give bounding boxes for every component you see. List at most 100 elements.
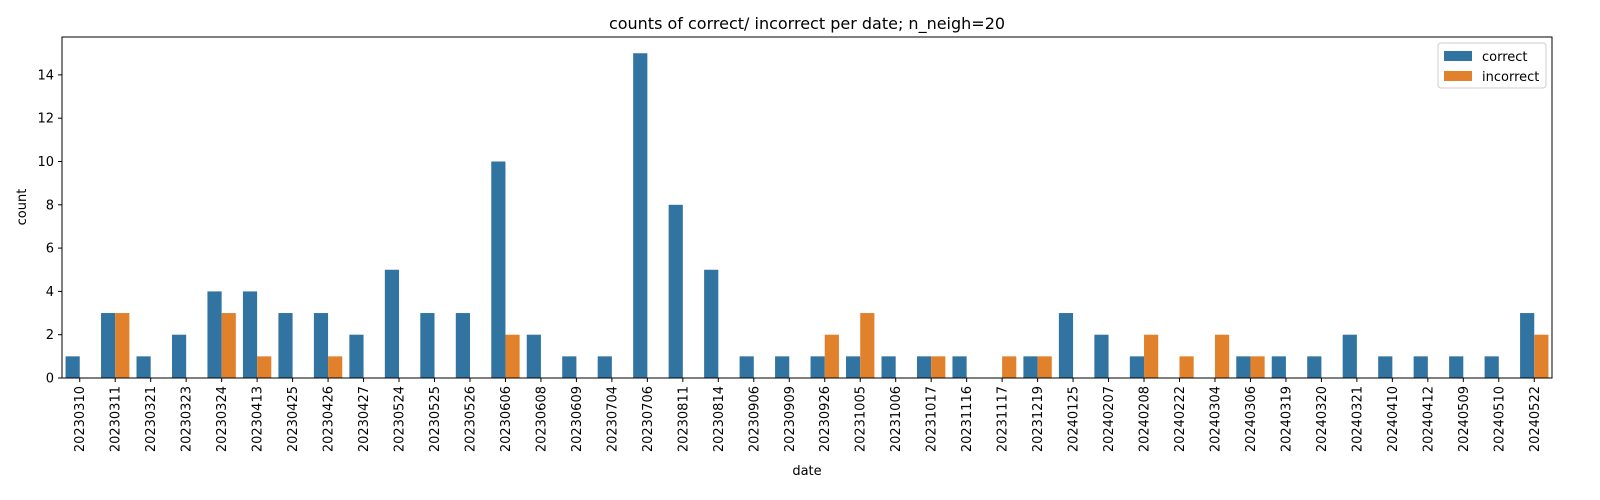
legend-label-correct: correct — [1482, 50, 1528, 65]
x-tick-label: 20230311 — [109, 386, 124, 452]
bar-correct-20240412 — [1413, 356, 1428, 378]
x-tick-label: 20240510 — [1492, 386, 1507, 452]
bar-correct-20230606 — [491, 161, 506, 378]
bar-correct-20230525 — [420, 313, 435, 378]
x-tick-label: 20230811 — [676, 386, 691, 452]
x-tick-label: 20231117 — [996, 386, 1011, 452]
x-tick-label: 20230526 — [463, 386, 478, 452]
bar-correct-20240522 — [1520, 313, 1535, 378]
x-tick-label: 20230426 — [322, 386, 337, 452]
bar-correct-20230608 — [526, 334, 541, 378]
bar-correct-20240207 — [1094, 334, 1109, 378]
bar-incorrect-20231005 — [860, 313, 875, 378]
x-tick-label: 20230909 — [783, 386, 798, 452]
bar-correct-20230811 — [668, 204, 683, 378]
bar-incorrect-20240306 — [1250, 356, 1265, 378]
bar-correct-20240208 — [1129, 356, 1145, 378]
x-tick-label: 20240125 — [1067, 386, 1082, 452]
x-tick-label: 20240321 — [1350, 386, 1365, 452]
bar-incorrect-20230311 — [115, 313, 130, 378]
bar-correct-20230413 — [242, 291, 258, 378]
legend: correct incorrect — [1437, 42, 1547, 89]
bar-correct-20230926 — [810, 356, 825, 378]
x-tick-label: 20240304 — [1208, 386, 1223, 452]
x-tick-label: 20230323 — [180, 386, 195, 452]
x-tick-label: 20230926 — [818, 386, 833, 452]
x-tick-label: 20231017 — [925, 386, 940, 452]
x-tick-label: 20240412 — [1421, 386, 1436, 452]
bar-incorrect-20230426 — [328, 356, 343, 378]
bar-incorrect-20231017 — [931, 356, 946, 378]
bar-incorrect-20230324 — [221, 313, 236, 378]
bar-correct-20240319 — [1271, 356, 1286, 378]
bar-correct-20230704 — [597, 356, 612, 378]
bar-correct-20231116 — [952, 356, 967, 378]
x-tick-label: 20240319 — [1279, 386, 1294, 452]
x-axis-label: date — [792, 464, 821, 479]
bar-incorrect-20230606 — [505, 334, 520, 378]
x-tick-label: 20231116 — [960, 386, 975, 452]
bar-correct-20230425 — [278, 313, 293, 378]
x-tick-label: 20230608 — [534, 386, 549, 452]
x-tick-label: 20240208 — [1138, 386, 1153, 452]
x-tick-label: 20230324 — [215, 386, 230, 452]
y-tick-label: 6 — [46, 242, 54, 257]
legend-swatch-correct — [1444, 51, 1472, 61]
x-tick-label: 20230704 — [605, 386, 620, 452]
y-axis-label: count — [15, 189, 30, 226]
x-tick-label: 20231005 — [854, 386, 869, 452]
x-tick-label: 20240410 — [1386, 386, 1401, 452]
x-tick-label: 20230606 — [499, 386, 514, 452]
y-tick-label: 8 — [46, 198, 54, 213]
x-tick-label: 20230524 — [393, 386, 408, 452]
bar-correct-20230427 — [349, 334, 364, 378]
legend-swatch-incorrect — [1444, 71, 1472, 81]
bar-correct-20230526 — [455, 313, 470, 378]
x-tick-label: 20230413 — [251, 386, 266, 452]
chart-title: counts of correct/ incorrect per date; n… — [609, 14, 1005, 34]
y-tick-label: 12 — [37, 112, 54, 127]
x-tick-label: 20231219 — [1031, 386, 1046, 452]
bar-incorrect-20240522 — [1534, 334, 1549, 378]
bar-correct-20240410 — [1378, 356, 1393, 378]
x-tick-label: 20230906 — [747, 386, 762, 452]
bar-correct-20240306 — [1236, 356, 1251, 378]
y-tick-label: 10 — [37, 155, 54, 170]
bar-incorrect-20230926 — [824, 334, 839, 378]
y-tick-label: 14 — [37, 68, 54, 83]
bar-correct-20230706 — [633, 53, 648, 379]
bar-correct-20240509 — [1449, 356, 1464, 378]
bar-correct-20231219 — [1023, 356, 1038, 378]
bar-correct-20231017 — [916, 356, 932, 378]
x-tick-label: 20240509 — [1457, 386, 1472, 452]
x-tick-label: 20240306 — [1244, 386, 1259, 452]
x-tick-label: 20240207 — [1102, 386, 1117, 452]
bar-correct-20231005 — [846, 356, 861, 378]
x-tick-label: 20230321 — [144, 386, 159, 452]
bar-correct-20230909 — [775, 356, 790, 378]
bar-correct-20230324 — [207, 291, 222, 378]
y-tick-label: 4 — [46, 285, 54, 300]
bar-incorrect-20231219 — [1037, 356, 1052, 378]
plot-area: 0 2 4 6 8 10 12 14 20230310 20230311 20230321 20230… — [37, 36, 1553, 452]
bar-correct-20230524 — [384, 269, 400, 378]
bar-correct-20230814 — [704, 269, 719, 378]
x-tick-label: 20230427 — [357, 386, 372, 452]
x-tick-label: 20230609 — [570, 386, 585, 452]
bar-correct-20240321 — [1342, 334, 1357, 378]
bar-correct-20230321 — [136, 356, 151, 378]
bar-correct-20230426 — [313, 313, 329, 378]
x-tick-label: 20230814 — [712, 386, 727, 452]
bar-incorrect-20231117 — [1002, 356, 1017, 378]
x-tick-label: 20230706 — [641, 386, 656, 452]
x-tick-label: 20240320 — [1315, 386, 1330, 452]
bar-incorrect-20240208 — [1144, 334, 1159, 378]
bar-correct-20230906 — [739, 356, 754, 378]
bar-correct-20240320 — [1307, 356, 1322, 378]
bar-correct-20230323 — [171, 334, 187, 378]
x-tick-label: 20230525 — [428, 386, 443, 452]
x-tick-label: 20240522 — [1528, 386, 1543, 452]
bar-correct-20240125 — [1058, 313, 1074, 378]
bar-incorrect-20240304 — [1214, 334, 1230, 378]
